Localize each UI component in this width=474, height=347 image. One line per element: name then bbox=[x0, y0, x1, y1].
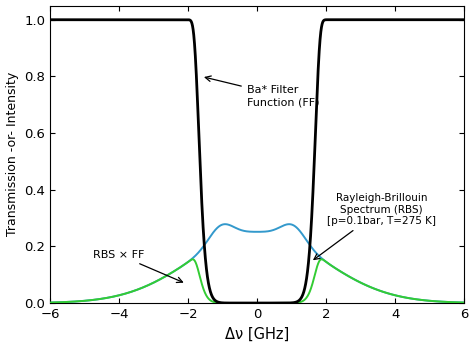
Text: RBS × FF: RBS × FF bbox=[93, 250, 182, 282]
Text: Ba* Filter
Function (FF): Ba* Filter Function (FF) bbox=[205, 76, 319, 107]
X-axis label: Δν [GHz]: Δν [GHz] bbox=[225, 327, 289, 341]
Text: Rayleigh-Brillouin
Spectrum (RBS)
[p=0.1bar, T=275 K]: Rayleigh-Brillouin Spectrum (RBS) [p=0.1… bbox=[314, 193, 436, 260]
Y-axis label: Transmission -or- Intensity: Transmission -or- Intensity bbox=[6, 72, 18, 236]
